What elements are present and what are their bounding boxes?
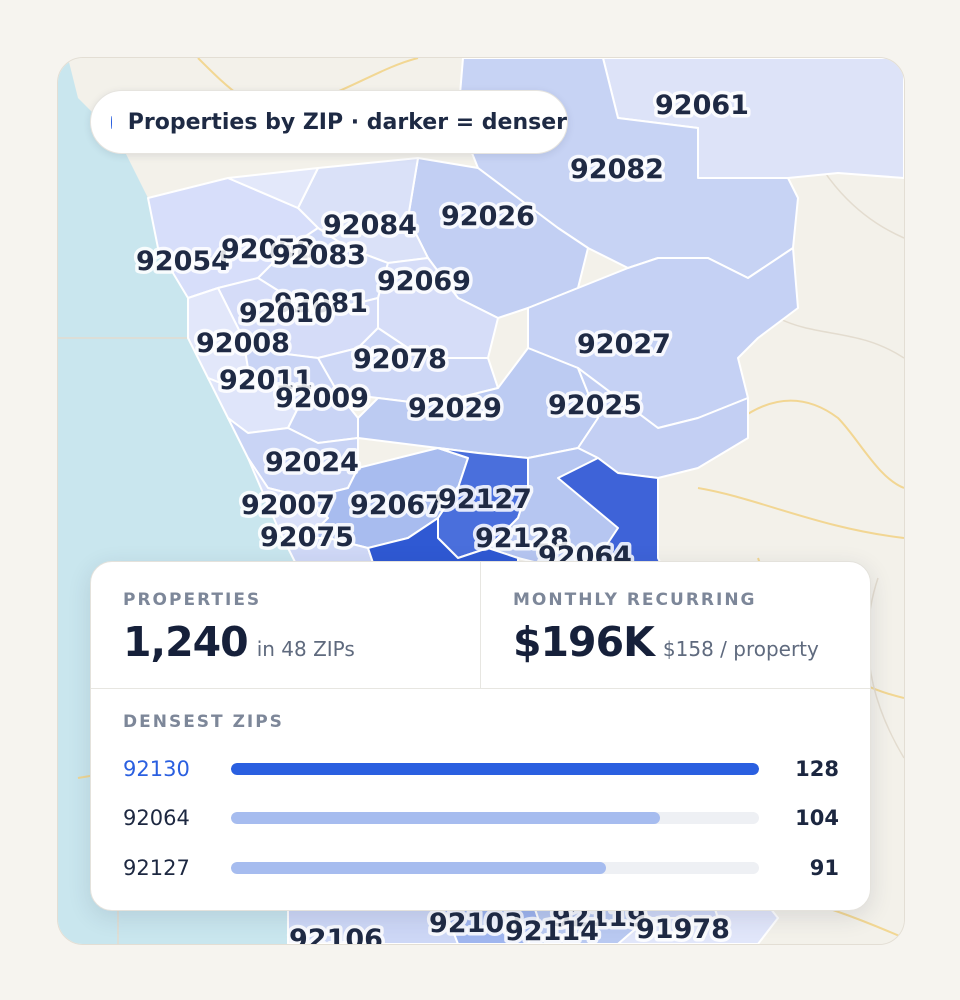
- zip-label: 92067: [350, 490, 444, 521]
- densest-zip-row[interactable]: 92064 104: [123, 803, 839, 833]
- zip-label: 92078: [353, 344, 447, 375]
- monthly-recurring-label: MONTHLY RECURRING: [513, 590, 757, 610]
- zip-label: 92114: [505, 916, 599, 944]
- zip-label: 92106: [289, 924, 383, 944]
- zip-label: 92029: [408, 393, 502, 424]
- zip-label: 92008: [196, 328, 290, 359]
- densest-zip-bar-fill: [231, 812, 660, 824]
- zip-label: 92127: [438, 484, 532, 515]
- zip-label: 92058: [221, 234, 315, 265]
- legend-text: Properties by ZIP · darker = denser: [127, 109, 567, 135]
- zip-label: 92084: [323, 210, 417, 241]
- zip-region-92058: [227, 167, 319, 209]
- divider: [91, 688, 870, 689]
- map-legend: Properties by ZIP · darker = denser: [90, 90, 568, 154]
- densest-zip-bar-track: [231, 763, 759, 775]
- zip-label: 92010: [239, 298, 333, 329]
- densest-zip-row[interactable]: 92127 91: [123, 853, 839, 883]
- monthly-recurring-stat: MONTHLY RECURRING $196K $158 / property: [480, 562, 870, 688]
- zip-label: 92075: [260, 522, 354, 553]
- densest-zip-count: 104: [795, 806, 839, 830]
- zip-label: 92128: [475, 523, 569, 554]
- zip-label: 92011: [219, 365, 313, 396]
- zip-label: 92026: [441, 201, 535, 232]
- zip-label: 91978: [636, 914, 730, 944]
- zip-label: 92054: [136, 246, 230, 277]
- properties-sub: in 48 ZIPs: [256, 637, 355, 661]
- densest-zip-code: 92127: [123, 856, 190, 880]
- monthly-recurring-value: $196K: [513, 618, 655, 666]
- densest-zip-bar-track: [231, 862, 759, 874]
- densest-zip-code: 92064: [123, 806, 190, 830]
- zip-label: 92083: [272, 240, 366, 271]
- densest-zip-bar-fill: [231, 763, 759, 775]
- zip-label: 92061: [655, 90, 749, 121]
- properties-label: PROPERTIES: [123, 590, 262, 610]
- properties-value: 1,240: [123, 618, 249, 666]
- zip-labels: 92061 92082 92084 92026 92054 92058 9208…: [133, 87, 753, 945]
- densest-zip-row[interactable]: 92130 128: [123, 754, 839, 784]
- densest-zips-title: DENSEST ZIPS: [123, 712, 284, 732]
- zip-label: 92027: [577, 329, 671, 360]
- densest-zip-count: 128: [795, 757, 839, 781]
- properties-stat: PROPERTIES 1,240 in 48 ZIPs: [91, 562, 481, 688]
- zip-label: 92069: [377, 266, 471, 297]
- legend-dot-icon: [111, 115, 112, 129]
- zip-label: 92007: [241, 490, 335, 521]
- zip-label: 92082: [570, 154, 664, 185]
- densest-zip-count: 91: [809, 856, 839, 880]
- zip-label: 92009: [275, 383, 369, 414]
- densest-zip-bar-track: [231, 812, 759, 824]
- zip-label: 92025: [548, 390, 642, 421]
- zip-region-92078: [317, 327, 499, 404]
- densest-zip-code: 92130: [123, 757, 190, 781]
- monthly-recurring-sub: $158 / property: [662, 637, 819, 661]
- zip-label: 92024: [265, 447, 359, 478]
- densest-zip-bar-fill: [231, 862, 607, 874]
- stats-card: PROPERTIES 1,240 in 48 ZIPs MONTHLY RECU…: [90, 561, 871, 911]
- zip-label: 92081: [274, 288, 368, 319]
